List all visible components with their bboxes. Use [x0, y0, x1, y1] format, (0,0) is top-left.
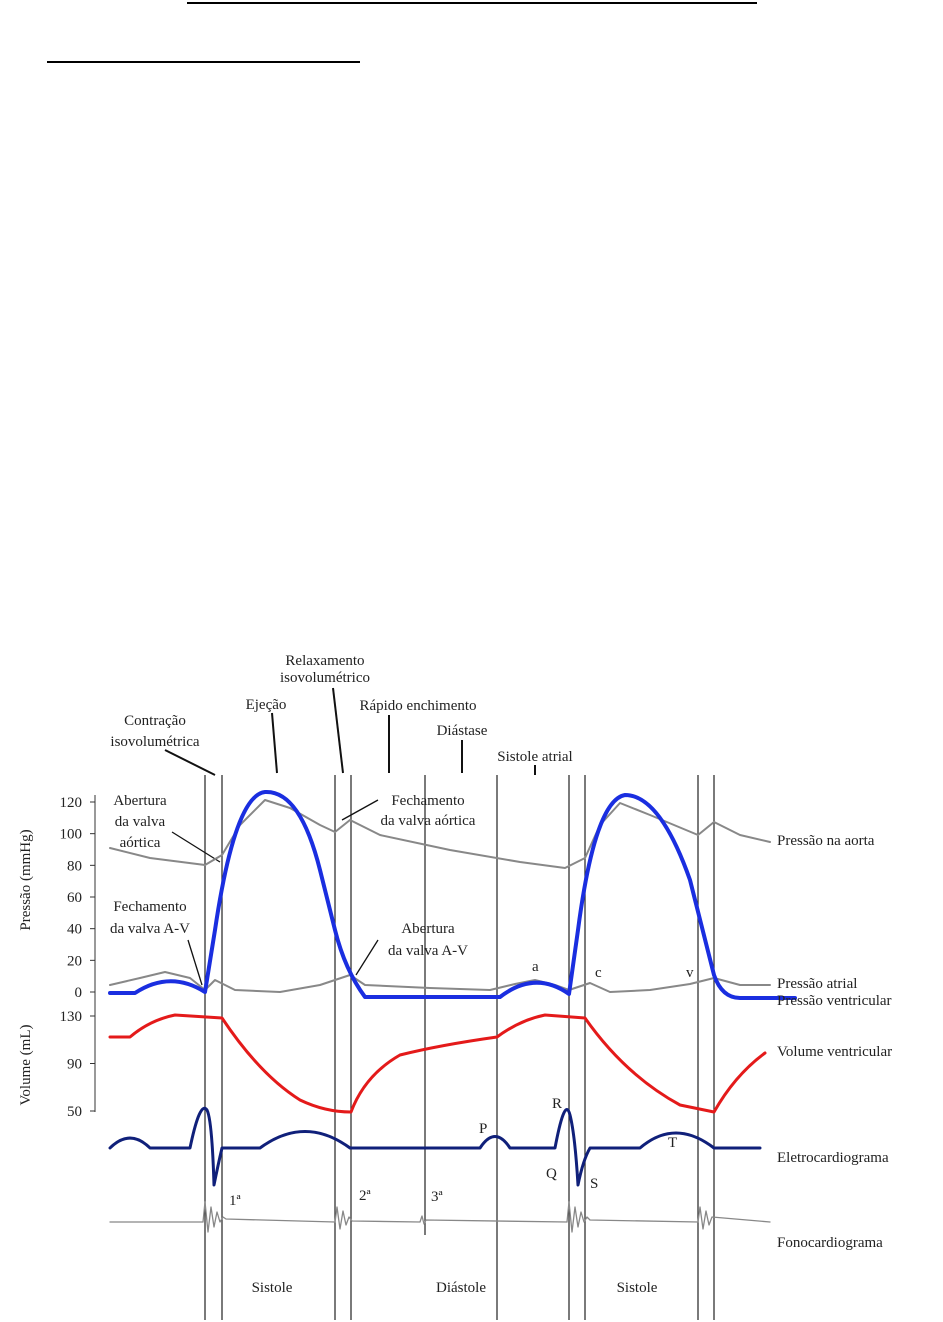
curves: [108, 789, 797, 1233]
curve-label: Pressão ventricular: [777, 993, 892, 1009]
label: Ejeção: [246, 697, 287, 713]
axis-label: Volume (mL): [18, 1025, 34, 1106]
annotation: Abertura: [401, 921, 455, 937]
annotation: da valva aórtica: [381, 813, 476, 829]
wave-label: R: [552, 1096, 562, 1112]
annotation: da valva A-V: [110, 921, 190, 937]
curve-label: Volume ventricular: [777, 1044, 892, 1060]
phase-label: Sistole: [252, 1280, 293, 1296]
annotation: Abertura: [113, 793, 167, 809]
leader-lines: [164, 687, 536, 986]
annotation: aórtica: [120, 835, 161, 851]
sound-label: 3ª: [431, 1189, 444, 1205]
label: Contração: [124, 713, 186, 729]
labels: Contração isovolumétrica Ejeção Relaxame…: [18, 653, 892, 1296]
annotation: da valva A-V: [388, 943, 468, 959]
wave-label: Q: [546, 1166, 557, 1182]
label: isovolumétrico: [280, 670, 370, 686]
curve-label: Pressão atrial: [777, 976, 857, 992]
label: Relaxamento: [285, 653, 364, 669]
tick-label: 100: [60, 827, 83, 843]
label: Diástase: [437, 723, 488, 739]
wave-label: T: [668, 1135, 677, 1151]
tick-label: 60: [67, 890, 82, 906]
tick-label: 90: [67, 1057, 82, 1073]
curve-label: Fonocardiograma: [777, 1235, 883, 1251]
annotation: Fechamento: [113, 899, 186, 915]
wave-label: S: [590, 1176, 598, 1192]
axis-label: Pressão (mmHg): [18, 829, 34, 930]
curve-label: Pressão na aorta: [777, 833, 875, 849]
curve-label: Eletrocardiograma: [777, 1150, 889, 1166]
label: Sistole atrial: [497, 749, 572, 765]
tick-label: 80: [67, 858, 82, 874]
phase-label: Diástole: [436, 1280, 486, 1296]
annotation: da valva: [115, 814, 166, 830]
tick-label: 50: [67, 1104, 82, 1120]
tick-label: 0: [75, 985, 83, 1001]
wave-label: c: [595, 965, 602, 981]
tick-label: 120: [60, 795, 83, 811]
label: Rápido enchimento: [359, 698, 476, 714]
phase-label: Sistole: [617, 1280, 658, 1296]
phase-lines: [204, 775, 715, 1320]
tick-label: 40: [67, 922, 82, 938]
annotation: Fechamento: [391, 793, 464, 809]
tick-label: 130: [60, 1009, 83, 1025]
wave-label: v: [686, 965, 694, 981]
wave-label: a: [532, 959, 539, 975]
tick-label: 20: [67, 953, 82, 969]
sound-label: 1ª: [229, 1193, 242, 1209]
label: isovolumétrica: [110, 734, 199, 750]
sound-label: 2ª: [359, 1188, 372, 1204]
wave-label: P: [479, 1121, 487, 1137]
